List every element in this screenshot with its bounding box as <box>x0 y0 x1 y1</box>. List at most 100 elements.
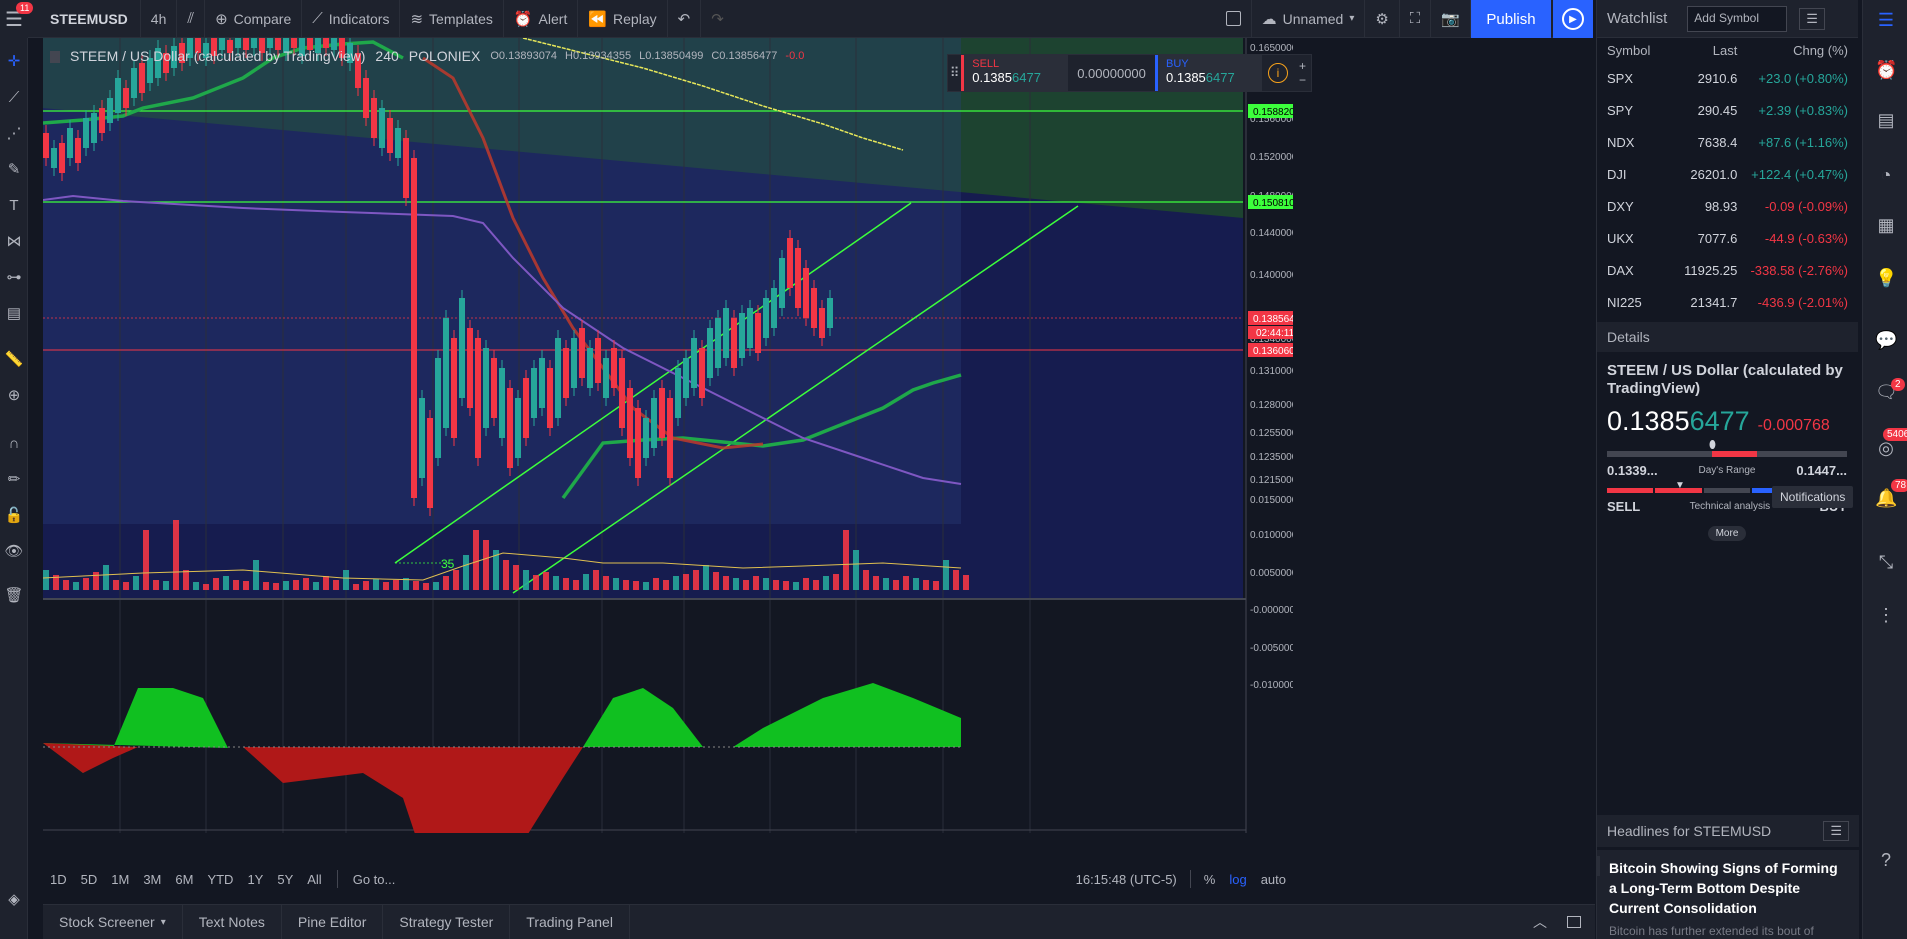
pattern-tool-icon[interactable]: ⋈ <box>6 233 22 250</box>
info-button[interactable]: i <box>1262 55 1294 91</box>
tab-text-notes[interactable]: Text Notes <box>183 904 282 939</box>
clock[interactable]: 16:15:48 (UTC-5) <box>1075 871 1177 887</box>
depth-of-market-icon[interactable]: ⤡ <box>1878 552 1894 572</box>
channel-upper-line[interactable] <box>394 202 912 564</box>
more-button[interactable]: More <box>1707 526 1747 541</box>
watchlist-icon[interactable]: ☰ <box>1877 10 1895 30</box>
watchlist-row[interactable]: NI225 21341.7 -436.9 (-2.01%) <box>1597 286 1858 318</box>
tab-trading-panel[interactable]: Trading Panel <box>510 904 630 939</box>
settings-button[interactable]: ⚙ <box>1365 0 1400 38</box>
price-chart[interactable]: 35 0.165000000.160000000.156000000.15200… <box>43 38 1293 833</box>
help-icon[interactable]: ? <box>1880 850 1891 870</box>
icons-tool-icon[interactable]: ▤ <box>6 305 22 322</box>
col-last[interactable]: Last <box>1712 42 1738 58</box>
quantity-minus-icon[interactable]: − <box>1298 73 1306 87</box>
crosshair-icon[interactable]: ✛ <box>7 53 21 70</box>
watchlist-change: +87.6 (+1.16%) <box>1758 134 1848 150</box>
text-tool-icon[interactable]: T <box>9 197 19 214</box>
range-6m[interactable]: 6M <box>175 871 194 887</box>
replay-button[interactable]: ⏪ Replay <box>578 0 668 38</box>
range-1y[interactable]: 1Y <box>247 871 264 887</box>
watchlist-row[interactable]: DXY 98.93 -0.09 (-0.09%) <box>1597 190 1858 222</box>
range-1d[interactable]: 1D <box>50 871 67 887</box>
prediction-tool-icon[interactable]: ⊶ <box>6 269 22 286</box>
compare-button[interactable]: ⊕ Compare <box>205 0 303 38</box>
watchlist-row[interactable]: SPX 2910.6 +23.0 (+0.80%) <box>1597 62 1858 94</box>
symbol-search[interactable]: STEEMUSD <box>38 0 141 38</box>
chart-style-button[interactable]: ⫽ <box>177 0 206 38</box>
maximize-panel-icon[interactable] <box>1567 916 1581 928</box>
goto-button[interactable]: Go to... <box>352 871 396 887</box>
col-change[interactable]: Chng (%) <box>1793 42 1848 58</box>
range-3m[interactable]: 3M <box>143 871 162 887</box>
watchlist-menu-icon[interactable]: ☰ <box>1799 7 1825 30</box>
range-5y[interactable]: 5Y <box>277 871 294 887</box>
fib-tool-icon[interactable]: ⋰ <box>6 125 22 142</box>
alerts-icon[interactable]: ⏰ <box>1875 60 1898 80</box>
quantity-plus-icon[interactable]: + <box>1298 59 1306 73</box>
indicators-button[interactable]: ⟋ Indicators <box>302 0 401 38</box>
channel-lower-line[interactable] <box>512 205 1079 594</box>
headlines-menu-icon[interactable]: ☰ <box>1823 821 1849 841</box>
watchlist-row[interactable]: SPY 290.45 +2.39 (+0.83%) <box>1597 94 1858 126</box>
headline-card[interactable]: Bitcoin Showing Signs of Forming a Long-… <box>1597 850 1859 939</box>
streams-icon[interactable]: ◎ <box>1878 438 1894 458</box>
alert-button[interactable]: ⏰ Alert <box>504 0 579 38</box>
range-all[interactable]: All <box>307 871 322 887</box>
col-symbol[interactable]: Symbol <box>1607 42 1651 58</box>
headline-title[interactable]: Bitcoin Showing Signs of Forming a Long-… <box>1609 860 1838 916</box>
hotlists-icon[interactable]: ◔ <box>1880 165 1892 185</box>
redo-button[interactable]: ↷ <box>701 0 734 38</box>
range-ytd[interactable]: YTD <box>207 871 234 887</box>
chat-icon[interactable]: 💬 <box>1875 330 1898 350</box>
publish-menu-button[interactable]: ▶ <box>1553 0 1593 38</box>
templates-button[interactable]: ≋ Templates <box>400 0 504 38</box>
magnet-icon[interactable]: ∩ <box>8 435 20 452</box>
buy-button[interactable]: BUY 0.13856477 <box>1155 55 1262 91</box>
percent-toggle[interactable]: % <box>1203 871 1216 887</box>
details-header[interactable]: Details <box>1597 322 1858 352</box>
technical-analysis-link[interactable]: Technical analysis <box>1689 501 1771 512</box>
collapse-panel-icon[interactable]: ︿ <box>1533 914 1547 930</box>
lock-icon[interactable]: 🔓 <box>4 507 24 524</box>
tab-stock-screener[interactable]: Stock Screener ▾ <box>43 904 183 939</box>
watchlist-title[interactable]: Watchlist <box>1607 10 1668 27</box>
watchlist-row[interactable]: NDX 7638.4 +87.6 (+1.16%) <box>1597 126 1858 158</box>
ideas-icon[interactable]: 💡 <box>1875 268 1898 288</box>
range-1m[interactable]: 1M <box>111 871 130 887</box>
brush-icon[interactable]: ✎ <box>7 161 21 178</box>
eye-icon[interactable]: 👁 <box>4 543 24 560</box>
layers-icon[interactable]: ◈ <box>8 891 20 908</box>
fullscreen-button[interactable]: ⛶ <box>1400 0 1432 38</box>
watchlist-row[interactable]: DAX 11925.25 -338.58 (-2.76%) <box>1597 254 1858 286</box>
ruler-icon[interactable]: 📏 <box>4 351 24 368</box>
zoom-in-icon[interactable]: ⊕ <box>7 387 21 404</box>
data-window-icon[interactable]: ▤ <box>1877 110 1895 130</box>
sell-button[interactable]: SELL 0.13856477 <box>961 55 1069 91</box>
publish-button[interactable]: Publish <box>1471 0 1551 38</box>
log-toggle[interactable]: log <box>1229 871 1247 887</box>
interval-button[interactable]: 4h <box>141 0 178 38</box>
headlines-title[interactable]: Headlines for STEEMUSD <box>1607 823 1772 839</box>
trendline-tool-icon[interactable]: ⟋ <box>8 89 20 106</box>
lock-drawing-icon[interactable]: ✏ <box>7 471 21 488</box>
watchlist-row[interactable]: DJI 26201.0 +122.4 (+0.47%) <box>1597 158 1858 190</box>
watchlist-row[interactable]: UKX 7077.6 -44.9 (-0.63%) <box>1597 222 1858 254</box>
legend-title[interactable]: STEEM / US Dollar (calculated by Trading… <box>70 48 366 64</box>
tab-strategy-tester[interactable]: Strategy Tester <box>383 904 511 939</box>
undo-button[interactable]: ↶ <box>668 0 702 38</box>
calendar-icon[interactable]: ▦ <box>1877 215 1895 235</box>
auto-toggle[interactable]: auto <box>1260 871 1286 887</box>
snapshot-button[interactable]: 📷 <box>1431 0 1471 38</box>
order-panel-icon[interactable]: ⋮ <box>1877 605 1895 625</box>
save-layout-button[interactable]: ☁ Unnamed ▾ <box>1252 0 1366 38</box>
notifications-icon[interactable]: 🔔 <box>1875 488 1898 508</box>
watchlist-symbol: UKX <box>1607 230 1634 246</box>
trash-icon[interactable]: 🗑 <box>4 587 24 604</box>
add-symbol-input[interactable]: Add Symbol <box>1687 5 1788 32</box>
details-price-main: 0.1385 <box>1607 406 1690 436</box>
layout-button[interactable] <box>1216 0 1252 38</box>
range-5d[interactable]: 5D <box>80 871 98 887</box>
tab-pine-editor[interactable]: Pine Editor <box>282 904 384 939</box>
drag-handle-icon[interactable]: ⠿ <box>949 65 960 80</box>
